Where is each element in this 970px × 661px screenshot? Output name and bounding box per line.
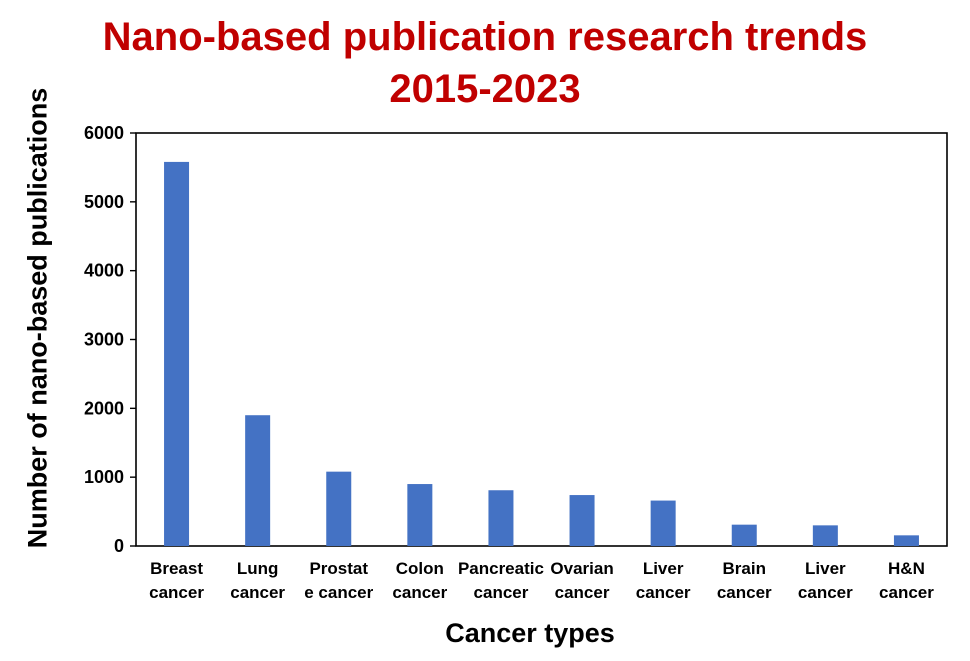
x-tick-label: Liver cancer — [636, 559, 691, 602]
y-tick-label: 6000 — [84, 123, 124, 143]
bar — [407, 484, 433, 546]
x-tick-label: Pancreatic cancer — [458, 559, 544, 602]
chart-title: Nano-based publication research trends — [102, 15, 868, 59]
y-tick-label: 0 — [114, 536, 124, 556]
chart-subtitle: 2015-2023 — [389, 67, 581, 111]
x-tick-label: Lung cancer — [230, 559, 285, 602]
bar — [164, 161, 190, 546]
bar — [650, 500, 676, 546]
bar — [893, 535, 919, 546]
y-tick-label: 5000 — [84, 192, 124, 212]
y-axis-title: Number of nano-based publications — [22, 87, 53, 549]
x-tick-label: H&N cancer — [879, 559, 934, 602]
bar — [488, 490, 514, 546]
x-tick-label: Liver cancer — [798, 559, 853, 602]
y-tick-label: 4000 — [84, 261, 124, 281]
y-tick-label: 2000 — [84, 398, 124, 418]
x-tick-label: Brain cancer — [717, 559, 772, 602]
x-tick-label: Breast cancer — [149, 559, 204, 602]
bar — [245, 415, 271, 546]
x-axis-title: Cancer types — [445, 618, 615, 648]
bar — [569, 495, 595, 546]
bar — [812, 525, 838, 546]
x-tick-label: Ovarian cancer — [550, 559, 613, 602]
y-tick-label: 3000 — [84, 330, 124, 350]
bar — [326, 471, 352, 546]
bar — [731, 524, 757, 546]
x-tick-label: Colon cancer — [392, 559, 447, 602]
y-tick-label: 1000 — [84, 467, 124, 487]
x-tick-label: Prostat e cancer — [304, 559, 373, 602]
